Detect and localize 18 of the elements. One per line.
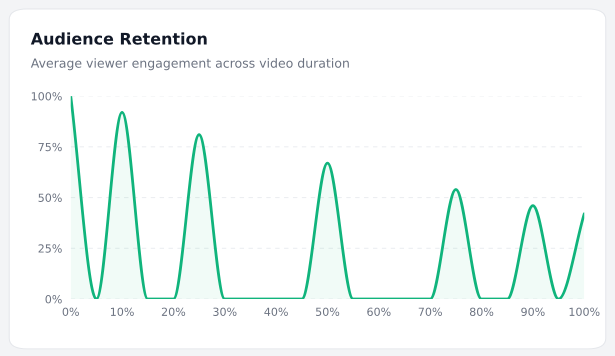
x-tick-label: 90% [521, 308, 545, 316]
x-tick-label: 20% [162, 308, 186, 316]
x-tick-label: 40% [264, 308, 288, 316]
x-tick-label: 30% [213, 308, 237, 316]
y-tick-label: 75% [38, 142, 62, 152]
chart-subtitle: Average viewer engagement across video duration [30, 58, 349, 70]
y-tick-label: 0% [46, 295, 62, 304]
x-tick-label: 80% [470, 308, 494, 316]
x-tick-label: 70% [418, 308, 442, 316]
x-tick-label: 10% [110, 308, 134, 316]
y-tick-label: 25% [38, 244, 62, 253]
y-tick-label: 100% [32, 92, 62, 100]
x-tick-label: 100% [570, 308, 600, 316]
x-tick-label: 0% [62, 308, 79, 316]
chart-title: Audience Retention [30, 32, 207, 45]
x-tick-label: 50% [316, 308, 340, 316]
x-tick-label: 60% [367, 308, 391, 316]
y-tick-label: 50% [38, 194, 62, 202]
